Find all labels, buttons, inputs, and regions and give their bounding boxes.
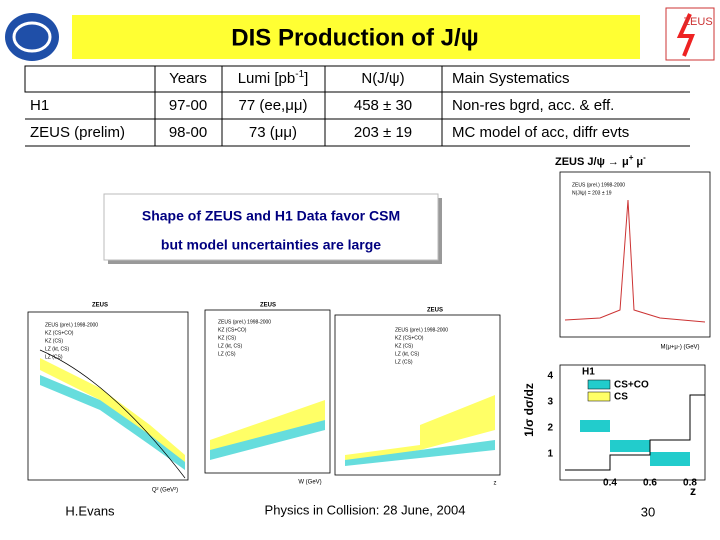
table-cell: 458 ± 30: [354, 97, 412, 114]
legend-entry: KZ (CS): [395, 343, 413, 349]
callout-text: Shape of ZEUS and H1 Data favor CSM: [142, 208, 400, 224]
plot-q2: ZEUS ZEUS (prel.) 1998-2000 KZ (CS+CO) KZ …: [27, 303, 189, 494]
legend-entry: KZ (CS+CO): [45, 330, 74, 336]
plot-label: ZEUS: [260, 303, 276, 309]
axis-label: M(μ+μ-) (GeV): [660, 345, 699, 351]
plot-h1: H1 CS+CO CS 1/σ dσ/dz z 4 3 2 1 0.4 0.6 0.8: [522, 364, 706, 498]
y-tick-label: 2: [547, 423, 553, 434]
title-bar: [72, 15, 640, 59]
x-tick-label: 0.8: [683, 478, 697, 489]
curve: [39, 349, 186, 479]
legend-swatch: [587, 379, 611, 390]
histogram: [565, 394, 705, 471]
logo-text: ZEUS: [683, 16, 712, 28]
logo-bolt: [676, 13, 695, 57]
text: ]: [304, 70, 308, 87]
table-cell: ZEUS (prelim): [30, 124, 125, 141]
legend-entry: H1: [582, 367, 595, 378]
band: [650, 452, 690, 466]
band: [610, 440, 650, 452]
x-tick-label: 0.6: [643, 478, 657, 489]
legend-entry: LZ (kt, CS): [218, 343, 243, 349]
legend-swatch: [587, 391, 611, 402]
x-tick-label: 0.4: [603, 478, 617, 489]
table-cell: MC model of acc, diffr evts: [452, 124, 629, 141]
logo-ring: [12, 21, 52, 53]
table-cell: 77 (ee,μμ): [239, 97, 308, 114]
plot-z: ZEUS ZEUS (prel.) 1998-2000 KZ (CS+CO) KZ …: [334, 308, 501, 487]
band: [580, 420, 610, 432]
table-cell: 203 ± 19: [354, 124, 412, 141]
plot-label: ZEUS: [92, 303, 108, 309]
footer-author: H.Evans: [65, 503, 115, 518]
legend-entry: KZ (CS): [218, 335, 236, 341]
text: μ: [633, 156, 643, 168]
callout-text: but model uncertainties are large: [161, 237, 381, 253]
table-header: Main Systematics: [452, 70, 570, 87]
table-header: N(J/ψ): [361, 70, 404, 87]
axis-label: z: [494, 481, 497, 487]
axis-label: 1/σ dσ/dz: [522, 383, 536, 437]
axis-label: z: [690, 484, 696, 498]
axis-label: Q² (GeV²): [152, 488, 178, 494]
legend-entry: LZ (CS): [218, 351, 236, 357]
legend-entry: LZ (CS): [395, 359, 413, 365]
callout: [103, 193, 439, 261]
legend-entry: CS+CO: [614, 380, 649, 391]
legend-entry: ZEUS (prel.) 1998-2000: [45, 322, 98, 328]
y-tick-label: 1: [547, 449, 553, 460]
footer-page: 30: [641, 504, 655, 519]
legend-entry: LZ (kt, CS): [45, 346, 70, 352]
table-cell: 73 (μμ): [249, 124, 297, 141]
superscript: -1: [295, 69, 304, 80]
band: [40, 358, 185, 470]
y-tick-label: 4: [547, 371, 553, 382]
band: [345, 440, 495, 466]
legend-entry: KZ (CS+CO): [395, 335, 424, 341]
band: [210, 400, 325, 455]
text: ZEUS J/ψ → μ: [555, 156, 629, 168]
legend-entry: KZ (CS+CO): [218, 327, 247, 333]
channel-label: ZEUS J/ψ → μ+ μ-: [555, 153, 646, 168]
superscript: +: [629, 153, 634, 162]
legend-entry: ZEUS (prel.) 1998-2000: [572, 182, 625, 188]
band: [40, 375, 185, 470]
y-tick-label: 3: [547, 397, 553, 408]
superscript: -: [643, 153, 646, 162]
plot-frame: [559, 171, 711, 338]
legend-entry: LZ (kt, CS): [395, 351, 420, 357]
table-corner: [24, 65, 156, 93]
logo-left: [5, 13, 59, 61]
legend-entry: ZEUS (prel.) 1998-2000: [218, 319, 271, 325]
table-cell: H1: [30, 97, 49, 114]
legend-entry: CS: [614, 392, 628, 403]
legend-entry: LZ (CS): [45, 354, 63, 360]
legend-entry: KZ (CS): [45, 338, 63, 344]
axis-label: W (GeV): [298, 480, 321, 486]
table-header: Years: [169, 70, 207, 87]
plot-label: ZEUS: [427, 308, 443, 314]
peak: [564, 199, 706, 323]
table-cell: Non-res bgrd, acc. & eff.: [452, 97, 614, 114]
footer-event: Physics in Collision: 28 June, 2004: [265, 502, 466, 517]
band: [210, 420, 325, 460]
text: Lumi [pb: [238, 70, 296, 87]
legend-entry: N(J/ψ) = 203 ± 19: [572, 190, 612, 196]
legend-entry: ZEUS (prel.) 1998-2000: [395, 327, 448, 333]
plot-w: ZEUS ZEUS (prel.) 1998-2000 KZ (CS+CO) KZ …: [204, 303, 331, 486]
table-header: Lumi [pb-1]: [238, 69, 309, 87]
table-cell: 97-00: [169, 97, 207, 114]
band: [345, 395, 495, 462]
title: DIS Production of J/ψ: [231, 24, 478, 51]
table-cell: 98-00: [169, 124, 207, 141]
